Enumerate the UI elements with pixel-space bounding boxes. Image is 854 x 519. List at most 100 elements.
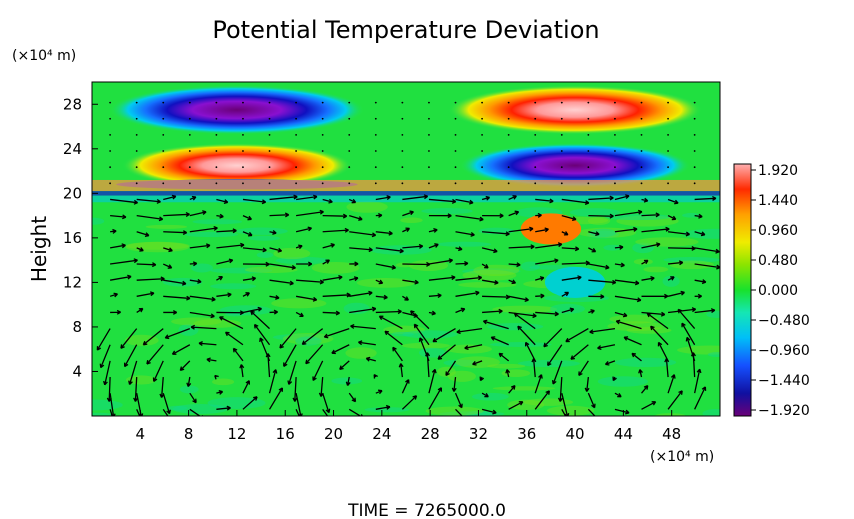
wind-vector [269, 194, 298, 201]
wind-vector [348, 408, 364, 416]
wind-vector [301, 328, 324, 345]
wind-vector [614, 262, 625, 268]
wind-vector [640, 101, 643, 104]
wind-vector [216, 258, 234, 265]
wind-vector [296, 209, 324, 217]
wind-vector [561, 275, 582, 281]
wind-vector [667, 133, 669, 136]
wind-vector [110, 258, 138, 265]
wind-vector [534, 166, 537, 169]
colorbar-tick-label: −1.440 [758, 373, 810, 389]
wind-vector [557, 376, 563, 402]
wind-vector [374, 166, 377, 169]
wind-vector [428, 150, 430, 152]
wind-vector [614, 279, 640, 286]
wind-vector [401, 133, 404, 136]
wind-vector [534, 117, 537, 120]
wind-vector [481, 150, 483, 152]
wind-vector [268, 369, 278, 394]
wind-vector [454, 101, 457, 104]
wind-vector [455, 231, 475, 237]
wind-vector [641, 212, 660, 218]
wind-vector [454, 182, 457, 185]
y-tick-label: 16 [63, 229, 82, 247]
wind-vector [159, 376, 165, 398]
wind-vector [375, 195, 391, 201]
wind-vector [242, 292, 250, 297]
wind-vector [455, 261, 469, 267]
wind-vector [507, 133, 510, 136]
wind-vector [283, 344, 297, 367]
wind-vector [641, 293, 669, 299]
wind-vector [535, 227, 549, 233]
wind-vector [481, 195, 491, 201]
wind-vector [614, 295, 642, 303]
wind-vector [268, 150, 271, 152]
wind-vector [694, 386, 707, 410]
wind-vector [614, 311, 628, 318]
wind-vector [693, 150, 696, 152]
wind-vector [694, 293, 702, 299]
colorbar [733, 163, 752, 417]
wind-vector [588, 294, 605, 300]
wind-vector [418, 337, 430, 362]
wind-vector [189, 392, 197, 404]
wind-vector [584, 376, 590, 392]
anomaly-feature [110, 85, 364, 135]
wind-vector [641, 226, 670, 233]
wind-vector [402, 194, 429, 201]
wind-vector [349, 214, 363, 221]
wind-vector [110, 243, 126, 249]
wind-vector [507, 117, 510, 120]
wind-vector [349, 231, 377, 238]
wind-vector [206, 357, 217, 363]
wind-vector [445, 360, 457, 376]
wind-vector [242, 261, 270, 267]
wind-vector [268, 133, 271, 136]
wind-vector [322, 227, 349, 233]
wind-vector [242, 231, 253, 237]
wind-vector [560, 117, 563, 120]
wind-vector [534, 133, 537, 136]
wind-vector [454, 150, 457, 152]
wind-vector [614, 226, 638, 233]
wind-vector [375, 309, 402, 315]
wind-vector [482, 231, 510, 237]
wind-vector [614, 194, 630, 201]
wind-vector [348, 117, 351, 120]
wind-vector [136, 409, 141, 416]
wind-vector [641, 197, 649, 203]
wind-vector [535, 276, 545, 281]
anomaly-feature [460, 143, 690, 188]
wind-vector [694, 247, 720, 254]
wind-vector [588, 247, 597, 253]
wind-vector [481, 408, 497, 415]
wind-vector [136, 231, 150, 237]
wind-vector [597, 344, 616, 351]
wind-vector [179, 360, 191, 372]
wind-vector [162, 392, 171, 415]
wind-vector [482, 308, 503, 314]
wind-vector [508, 311, 537, 319]
wind-vector [216, 198, 229, 205]
wind-vector [163, 211, 190, 217]
colorbar-tick-label: 0.480 [758, 253, 798, 269]
wind-vector [587, 182, 590, 185]
wind-vector [239, 364, 245, 378]
wind-vector [312, 360, 324, 381]
wind-vector [188, 182, 191, 185]
wind-vector [589, 327, 616, 335]
wind-vector [694, 195, 717, 201]
wind-vector [524, 341, 536, 362]
wind-vector [136, 198, 161, 204]
wind-vector [428, 243, 439, 249]
wind-vector [124, 344, 138, 368]
wind-vector [561, 246, 580, 252]
wind-vector [498, 352, 510, 362]
colorbar-tick-label: −0.480 [758, 313, 810, 329]
wind-vector [295, 409, 300, 416]
wind-vector [242, 150, 244, 152]
wind-vector [349, 261, 359, 267]
wind-vector [295, 311, 304, 317]
wind-vector [136, 276, 165, 282]
